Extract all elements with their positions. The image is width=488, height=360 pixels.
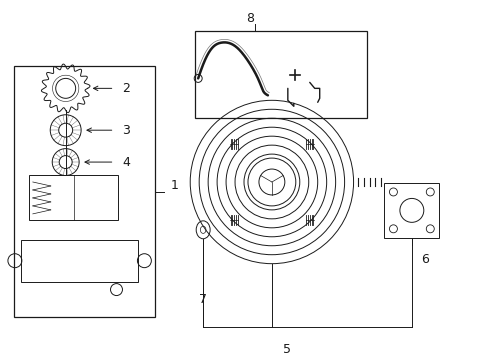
Text: 6: 6 bbox=[421, 253, 428, 266]
Text: 8: 8 bbox=[245, 12, 253, 25]
Bar bbox=[21, 240, 138, 282]
Text: 7: 7 bbox=[199, 293, 207, 306]
Bar bbox=[29, 175, 118, 220]
Text: 1: 1 bbox=[170, 180, 178, 193]
Text: 3: 3 bbox=[122, 124, 130, 137]
Bar bbox=[14, 67, 155, 318]
Text: 2: 2 bbox=[122, 82, 130, 95]
Text: 4: 4 bbox=[122, 156, 130, 168]
Bar bbox=[195, 31, 366, 118]
Text: 5: 5 bbox=[282, 343, 290, 356]
Bar bbox=[384, 183, 438, 238]
